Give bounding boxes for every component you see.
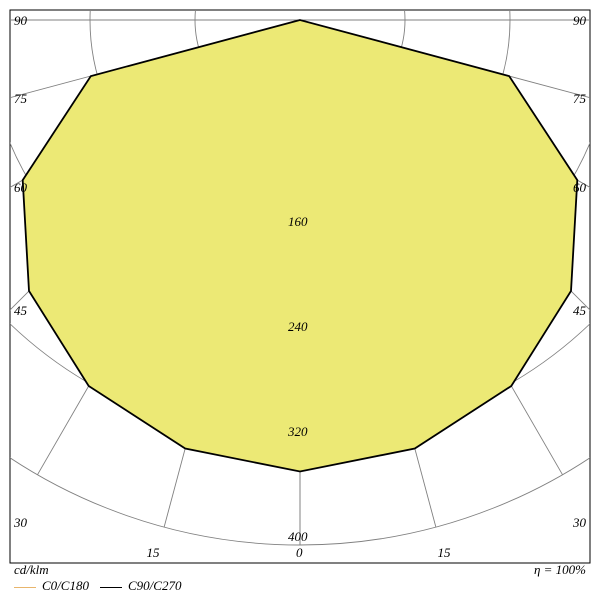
legend-c90: C90/C270 [100, 578, 181, 594]
ring-label: 160 [288, 214, 308, 230]
angle-label: 15 [147, 545, 160, 561]
efficiency-label: η = 100% [534, 562, 586, 578]
angle-label: 0 [296, 545, 303, 561]
ring-label: 400 [288, 529, 308, 545]
angle-label: 90 [573, 13, 586, 29]
polar-chart [0, 0, 600, 600]
angle-label: 75 [573, 91, 586, 107]
ring-label: 320 [288, 424, 308, 440]
angle-label: 90 [14, 13, 27, 29]
angle-label: 60 [14, 180, 27, 196]
angle-label: 45 [14, 303, 27, 319]
angle-label: 30 [573, 515, 586, 531]
angle-label: 75 [14, 91, 27, 107]
angle-label: 15 [437, 545, 450, 561]
legend-c90-label: C90/C270 [128, 578, 181, 593]
angle-label: 45 [573, 303, 586, 319]
unit-label: cd/klm [14, 562, 49, 578]
legend-c0-label: C0/C180 [42, 578, 89, 593]
angle-label: 60 [573, 180, 586, 196]
angle-label: 30 [14, 515, 27, 531]
ring-label: 240 [288, 319, 308, 335]
legend-c0: C0/C180 [14, 578, 89, 594]
